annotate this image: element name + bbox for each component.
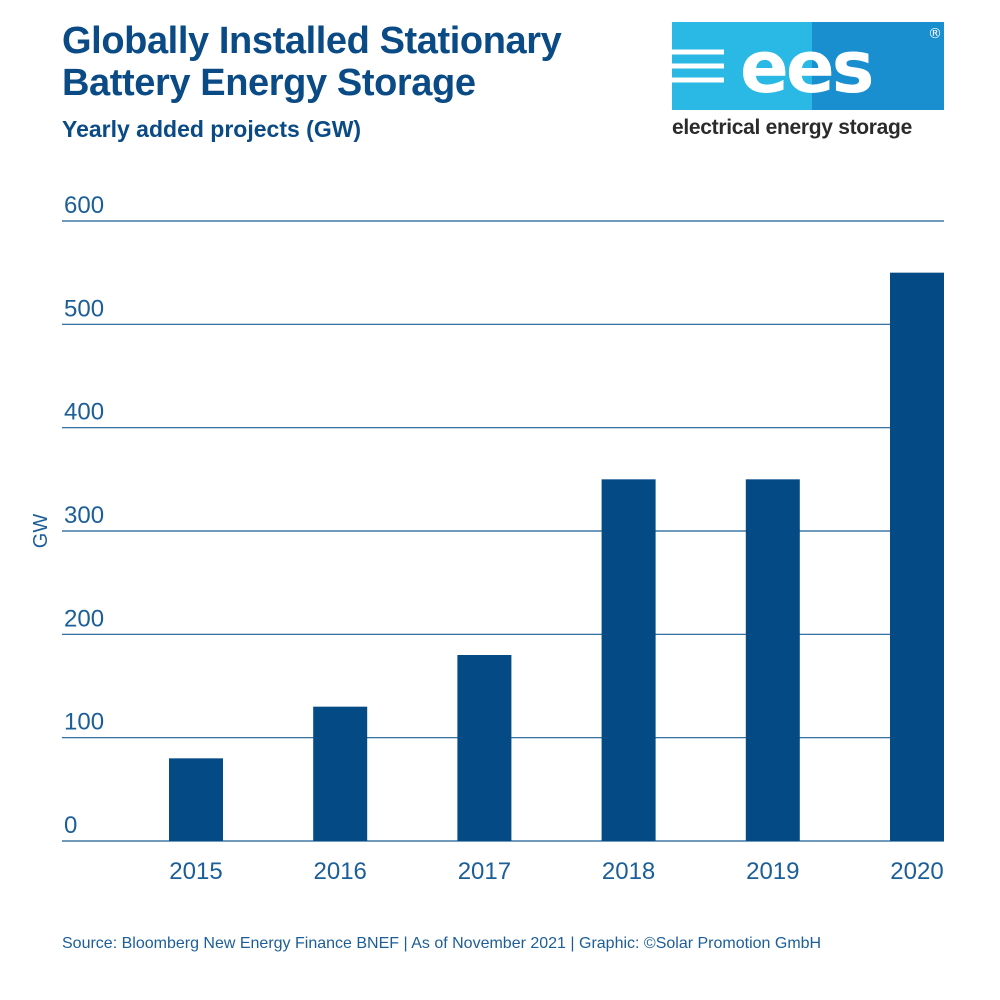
x-tick-label: 2017 <box>458 858 511 885</box>
chart-title-line-2: Battery Energy Storage <box>62 62 476 104</box>
bar-2018 <box>601 479 656 841</box>
logo-tagline: electrical energy storage <box>672 116 912 139</box>
x-tick-label: 2018 <box>602 858 655 885</box>
bar-2020 <box>890 272 944 842</box>
y-tick-label: 600 <box>64 192 104 219</box>
x-tick-label: 2020 <box>890 858 943 885</box>
x-tick-label: 2016 <box>314 858 367 885</box>
y-tick-label: 300 <box>64 502 104 529</box>
ees-logo: ees ® <box>672 22 944 110</box>
source-note: Source: Bloomberg New Energy Finance BNE… <box>62 935 822 952</box>
bar-chart: 0 100 200 300 400 500 600 GW 2015 2016 2017 2018 201… <box>30 192 944 885</box>
logo-registered-mark: ® <box>928 26 942 42</box>
y-tick-label: 400 <box>64 399 104 426</box>
bar-2015 <box>169 758 223 841</box>
y-axis-label: GW <box>30 514 52 549</box>
logo-wordmark: ees <box>740 25 872 109</box>
bar-2019 <box>745 479 800 841</box>
x-tick-label: 2015 <box>169 858 222 885</box>
chart-title-line-1: Globally Installed Stationary <box>62 20 562 62</box>
chart-title: Globally Installed Stationary Battery En… <box>62 20 662 104</box>
bar-2017 <box>457 655 512 841</box>
y-tick-label: 0 <box>64 812 77 839</box>
y-tick-label: 500 <box>64 295 104 322</box>
y-tick-label: 200 <box>64 605 104 632</box>
x-tick-label: 2019 <box>746 858 799 885</box>
bar-2016 <box>313 706 368 841</box>
logo-dark-panel <box>812 22 944 110</box>
y-tick-label: 100 <box>64 709 104 736</box>
chart-subtitle: Yearly added projects (GW) <box>62 116 362 142</box>
logo-speed-lines-icon <box>672 49 724 83</box>
